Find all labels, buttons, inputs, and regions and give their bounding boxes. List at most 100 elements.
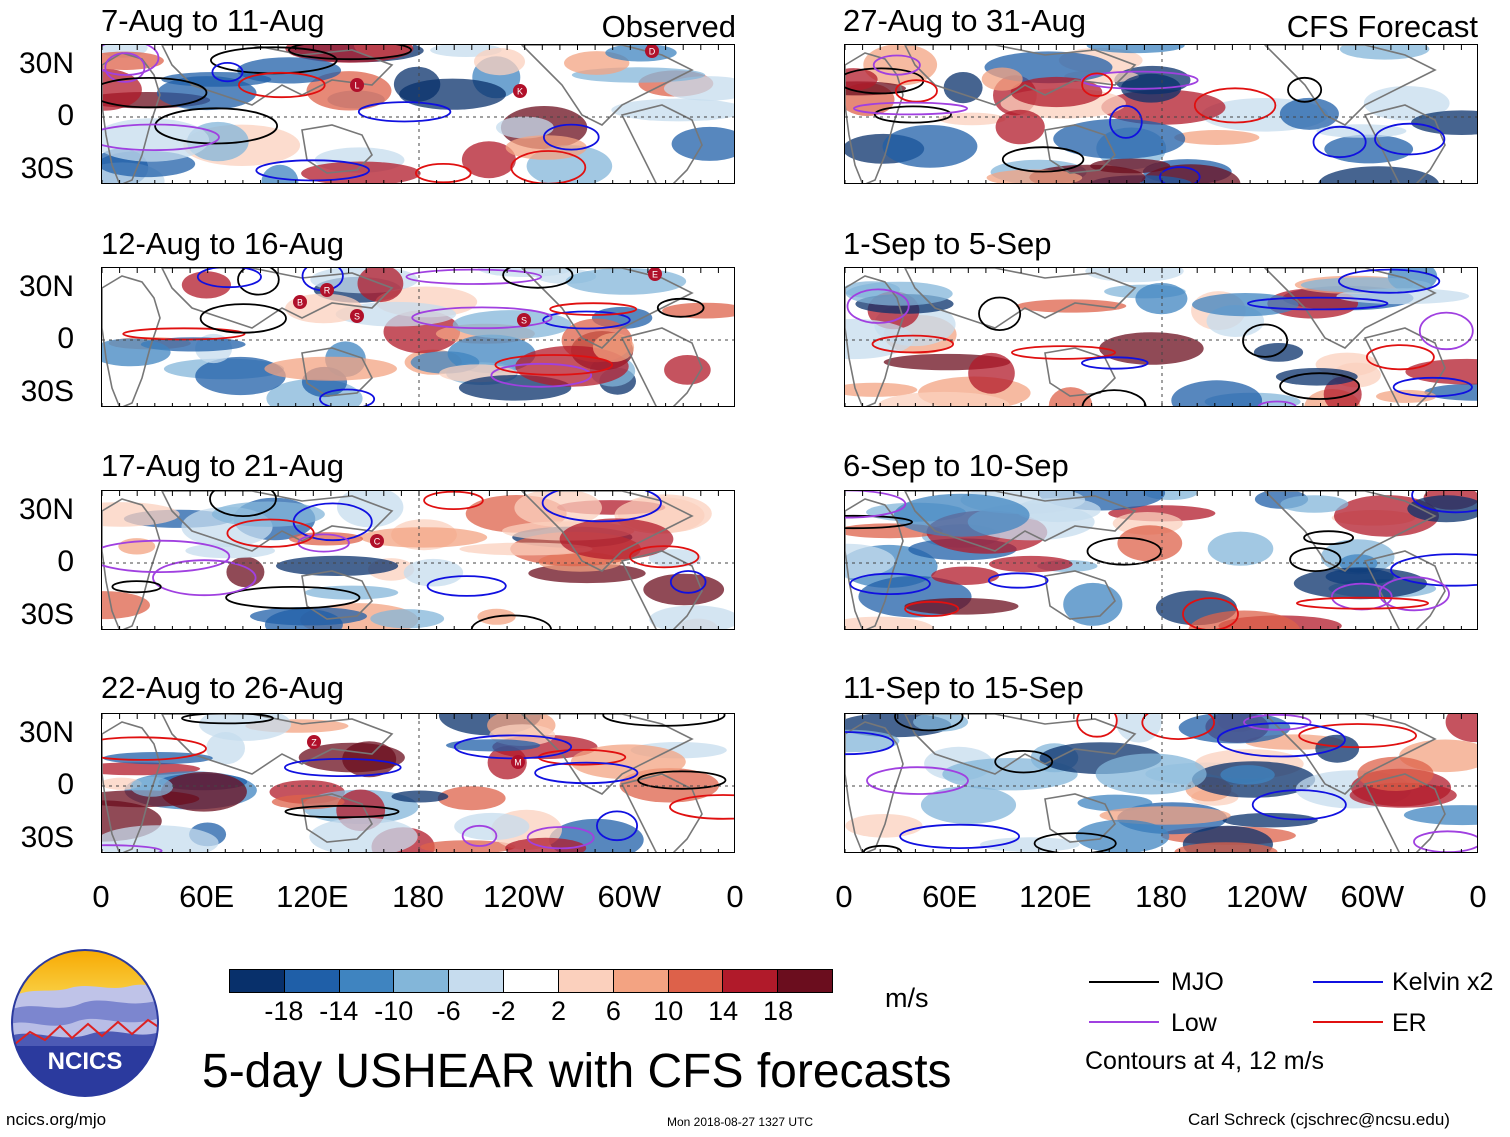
wave-contour [111,580,162,594]
wave-contour [357,101,452,123]
negative-shear-shading [663,76,734,101]
positive-shear-shading [878,391,1010,406]
lat-label: 30S [20,598,74,631]
positive-shear-shading [301,161,421,183]
wave-contour [1413,830,1477,852]
negative-shear-shading [943,72,983,104]
storm-marker [320,283,334,297]
legend-label: Low [1171,1009,1217,1037]
positive-shear-shading [1174,842,1278,852]
negative-shear-shading [264,608,343,629]
colorbar-swatch [338,970,394,992]
positive-shear-shading [1357,756,1434,791]
colorbar [229,969,833,993]
storm-marker-label: S [521,316,527,326]
storm-marker-label: E [652,270,658,280]
lat-label: 30N [18,47,74,80]
wave-contour [1312,125,1367,159]
wave-contour [853,101,968,116]
positive-shear-shading [904,598,1019,615]
negative-shear-shading [370,609,445,629]
negative-shear-shading [649,605,734,629]
positive-shear-shading [1349,782,1457,808]
wave-contour [849,572,931,596]
wave-contour [319,388,376,406]
colorbar-tick-label: -18 [264,996,304,1026]
positive-shear-shading [437,786,506,811]
colorbar-tick-label: 18 [763,996,794,1026]
panel-title-left-3: 17-Aug to 21-Aug [101,448,345,483]
storm-marker [370,534,384,548]
wave-contour [899,823,1020,850]
wave-contour [461,824,498,847]
colorbar-swatch [557,970,613,992]
wave-contour [102,736,207,761]
negative-shear-shading [403,558,464,587]
wave-contour [541,491,662,523]
lon-label: 120W [1226,879,1308,914]
positive-shear-shading [1376,389,1437,403]
positive-shear-shading [1174,130,1260,145]
observed-label: Observed [601,9,736,44]
colorbar-units: m/s [885,983,929,1013]
footer-credit: Carl Schreck (cjschrec@ncsu.edu) [1188,1110,1450,1129]
colorbar-tick-label: 10 [653,996,684,1026]
negative-shear-shading [1339,45,1430,60]
wave-contour [549,302,638,316]
wave-contour [284,805,400,819]
panel-title-right-2: 1-Sep to 5-Sep [843,226,1052,261]
wave-contour [1279,372,1361,400]
wave-contour [894,714,964,732]
legend-label: MJO [1171,968,1224,996]
wave-contour [490,362,593,388]
wave-contour [1411,491,1477,514]
map-panel-right-2 [844,267,1478,407]
lon-label: 0 [1469,879,1487,914]
negative-shear-shading [1403,805,1477,826]
negative-shear-shading [261,164,299,183]
colorbar-swatch [503,970,558,992]
negative-shear-shading [446,739,541,752]
negative-shear-shading [605,45,677,62]
negative-shear-shading [1116,714,1162,743]
positive-shear-shading [1010,76,1103,108]
coastline-outline [102,268,703,406]
positive-shear-shading [938,112,1006,126]
positive-shear-shading [298,742,405,773]
negative-shear-shading [1253,343,1304,362]
ncics-logo: NCICS [10,948,160,1098]
wave-contour [637,770,727,790]
negative-shear-shading [979,837,1080,852]
colorbar-tick-label: 14 [708,996,739,1026]
storm-marker [648,268,662,281]
storm-marker [307,735,321,749]
wave-contour [470,614,552,629]
negative-shear-shading [845,543,895,579]
wave-contour [1001,146,1085,173]
positive-shear-shading [1016,299,1127,313]
colorbar-swatch [777,970,832,992]
lon-label: 180 [392,879,444,914]
negative-shear-shading [1063,582,1123,626]
footer-url[interactable]: ncics.org/mjo [6,1110,107,1129]
negative-shear-shading [185,543,275,559]
wave-contour [411,306,553,330]
wave-contour [1378,576,1450,612]
wave-contour [542,310,631,330]
positive-shear-shading [474,48,525,76]
colorbar-swatch [612,970,668,992]
wave-contour [122,327,246,341]
wave-contour [1080,356,1149,370]
negative-shear-shading [391,790,449,803]
wave-contour [994,750,1054,774]
wave-contour [104,52,146,83]
storm-marker-label: L [354,81,359,91]
positive-shear-shading [1117,525,1183,562]
positive-shear-shading [226,556,265,588]
legend-label: Kelvin x2 [1392,968,1494,996]
wave-contour [1289,547,1342,573]
negative-shear-shading [454,812,530,841]
storm-marker [517,313,531,327]
wave-contour [656,297,705,318]
